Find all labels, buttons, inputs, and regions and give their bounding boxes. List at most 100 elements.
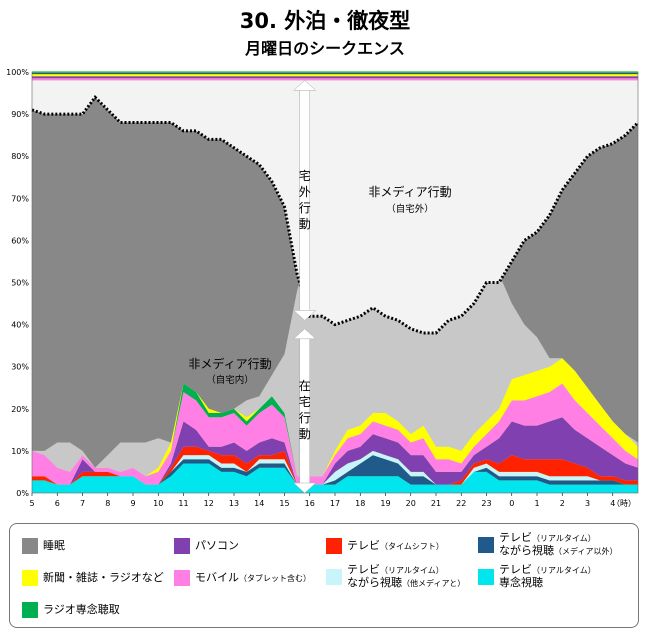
x-tick-label: 15 xyxy=(279,499,289,508)
legend-item-tv-nagara-nonmedia: テレビ（リアルタイム） ながら視聴（メディア以外） xyxy=(478,532,617,558)
legend-sublabel: （タブレット含む） xyxy=(239,573,311,583)
legend-label: ラジオ専念聴取 xyxy=(43,603,120,616)
x-unit-label: （時） xyxy=(612,499,636,508)
x-tick-label: 7 xyxy=(80,499,85,508)
series-area-5 xyxy=(32,383,638,485)
x-tick-label: 9 xyxy=(130,499,135,508)
outside-boundary-line xyxy=(31,95,640,335)
legend-label: テレビ xyxy=(499,531,532,544)
x-tick-label: 12 xyxy=(204,499,214,508)
x-tick-label: 14 xyxy=(254,499,264,508)
series-area-outside-media-1 xyxy=(32,76,638,79)
x-tick-label: 20 xyxy=(406,499,416,508)
plot-area xyxy=(31,71,640,494)
x-tick-label: 3 xyxy=(585,499,590,508)
y-tick-label: 0% xyxy=(16,489,29,498)
x-tick-label: 21 xyxy=(431,499,441,508)
y-tick-label: 50% xyxy=(11,279,29,288)
legend-item-mobile: モバイル（タブレット含む） xyxy=(174,570,311,586)
chart: 30. 外泊・徹夜型 月曜日のシークエンス 0% 10% 20% 30% 40% 50% 6… xyxy=(6,9,640,508)
arrow-label-char: 外 xyxy=(299,185,311,199)
legend-label: ながら視聴 xyxy=(499,544,554,557)
x-tick-label: 16 xyxy=(305,499,315,508)
series-area-0 xyxy=(32,463,638,493)
annotation-outside-main: 非メディア行動 xyxy=(368,184,451,199)
legend-swatch xyxy=(174,570,190,586)
legend-sublabel: （リアルタイム） xyxy=(532,566,596,575)
legend-item-tv-nagara-media: テレビ（リアルタイム） ながら視聴（他メディアと） xyxy=(326,564,465,590)
legend-item-radio: ラジオ専念聴取 xyxy=(22,602,120,618)
legend-label: テレビ xyxy=(347,563,380,576)
legend-sublabel: （メディア以外） xyxy=(554,547,618,556)
x-tick-label: 8 xyxy=(105,499,110,508)
y-axis: 0% 10% 20% 30% 40% 50% 60% 70% 80% 90% 100% xyxy=(6,68,29,498)
arrow-label-char: 宅 xyxy=(299,394,311,409)
series-area-outside xyxy=(32,80,638,334)
legend-swatch xyxy=(22,538,38,554)
legend-item-sleep: 睡眠 xyxy=(22,538,65,554)
legend-label: 睡眠 xyxy=(43,539,65,552)
home-arrow xyxy=(293,328,317,494)
x-tick-label: 23 xyxy=(481,499,491,508)
legend-sublabel: （リアルタイム） xyxy=(380,566,444,575)
x-tick-label: 17 xyxy=(330,499,340,508)
legend-swatch xyxy=(478,568,494,585)
legend-sublabel: （他メディアと） xyxy=(402,579,466,588)
x-tick-label: 13 xyxy=(229,499,239,508)
y-tick-label: 20% xyxy=(11,405,29,414)
series-area-outside-media-0 xyxy=(32,78,638,81)
legend-swatch xyxy=(174,538,190,554)
series-area-home-nonmedia xyxy=(32,232,638,477)
annotation-outside-sub: （自宅外） xyxy=(386,203,434,215)
y-tick-label: 70% xyxy=(11,194,29,203)
y-tick-label: 80% xyxy=(11,152,29,161)
y-tick-label: 90% xyxy=(11,110,29,119)
legend-label: テレビ xyxy=(347,538,380,552)
legend-label: 新聞・雑誌・ラジオなど xyxy=(43,571,164,584)
legend-swatch xyxy=(326,569,342,585)
legend-swatch xyxy=(22,570,38,586)
y-tick-label: 60% xyxy=(11,236,29,245)
x-tick-label: 0 xyxy=(509,499,514,508)
arrow-label-char: 在 xyxy=(299,379,311,393)
x-tick-label: 10 xyxy=(153,499,163,508)
series-area-outside-media-2 xyxy=(32,74,638,77)
arrow-label-char: 動 xyxy=(299,217,311,231)
x-tick-label: 5 xyxy=(29,499,34,508)
arrow-label-char: 行 xyxy=(299,201,311,215)
y-tick-label: 40% xyxy=(11,321,29,330)
legend-swatch xyxy=(22,602,38,618)
x-tick-label: 6 xyxy=(55,499,60,508)
outside-arrow xyxy=(293,80,317,321)
legend-label: ながら視聴 xyxy=(347,576,402,589)
arrow-label-char: 行 xyxy=(299,411,311,425)
y-tick-label: 30% xyxy=(11,363,29,372)
annotation-home-main: 非メディア行動 xyxy=(188,356,271,371)
legend-item-tv-dedicated: テレビ（リアルタイム） 専念視聴 xyxy=(478,564,596,589)
y-tick-label: 10% xyxy=(11,447,29,456)
series-area-3 xyxy=(32,446,638,485)
legend-sublabel: （タイムシフト） xyxy=(380,541,444,551)
chart-title: 30. 外泊・徹夜型 xyxy=(240,9,411,33)
legend-label: テレビ xyxy=(499,563,532,576)
y-tick-label: 100% xyxy=(6,68,29,77)
legend-swatch xyxy=(326,538,342,554)
legend-sublabel: （リアルタイム） xyxy=(532,534,596,543)
annotation-home-sub: （自宅内） xyxy=(206,374,254,386)
legend-label: パソコン xyxy=(195,539,239,552)
legend: 睡眠 パソコン テレビ（タイムシフト） テレビ（リアルタイム） ながら視聴（メディ… xyxy=(9,523,639,628)
x-tick-label: 18 xyxy=(355,499,365,508)
series-area-1 xyxy=(32,455,638,485)
x-tick-label: 1 xyxy=(534,499,539,508)
x-tick-label: 22 xyxy=(456,499,466,508)
legend-item-pc: パソコン xyxy=(174,538,239,554)
series-area-4 xyxy=(32,417,638,485)
series-area-2 xyxy=(32,450,638,485)
arrow-label-char: 動 xyxy=(299,427,311,441)
legend-label: 専念視聴 xyxy=(499,576,543,589)
legend-label: モバイル xyxy=(195,570,239,584)
legend-item-print-radio: 新聞・雑誌・ラジオなど xyxy=(22,570,164,586)
